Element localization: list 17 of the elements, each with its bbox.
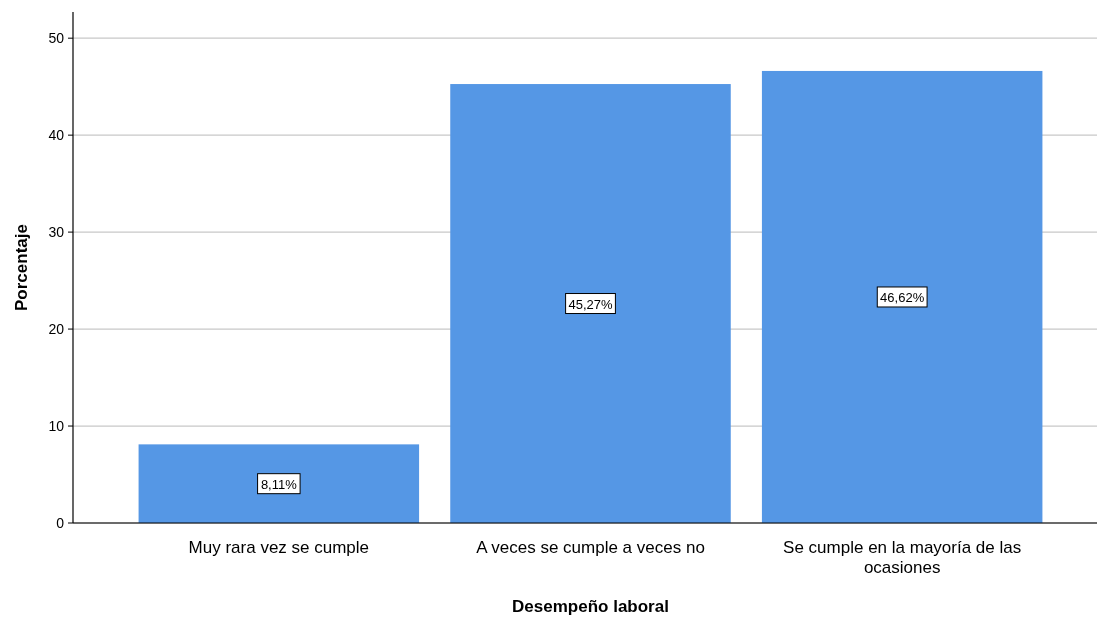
- x-tick-label: Muy rara vez se cumple: [188, 538, 370, 557]
- y-tick-label: 50: [48, 30, 65, 47]
- data-label: 45,27%: [568, 296, 613, 312]
- x-tick-label: A veces se cumple a veces no: [476, 538, 705, 557]
- bar: [450, 84, 731, 523]
- y-tick-label: 20: [48, 321, 65, 338]
- data-label: 46,62%: [880, 289, 925, 305]
- y-tick-label: 0: [56, 515, 65, 531]
- y-tick-label: 40: [48, 127, 65, 144]
- y-tick-label: 10: [48, 418, 65, 435]
- bar: [138, 444, 420, 523]
- data-label: 8,11%: [260, 476, 298, 492]
- y-tick-label: 30: [48, 224, 65, 241]
- x-tick-label: Se cumple en la mayoría de las ocasiones: [783, 538, 1022, 577]
- x-axis-title: Desempeño laboral: [512, 597, 669, 616]
- bar: [761, 70, 1043, 523]
- y-axis-title: Porcentaje: [12, 224, 31, 311]
